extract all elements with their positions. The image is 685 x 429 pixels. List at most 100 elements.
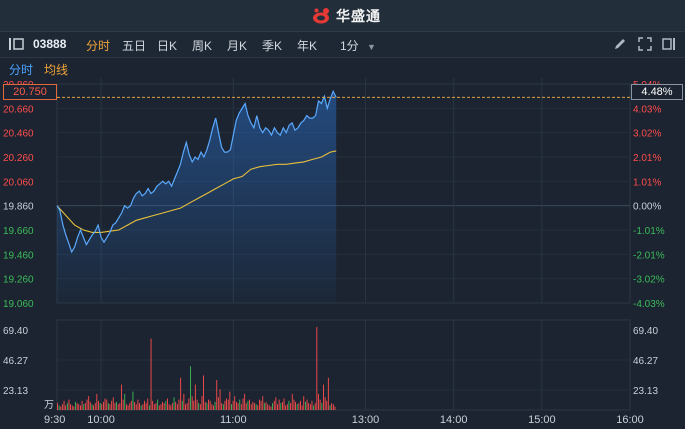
volume-bar — [94, 403, 96, 410]
volume-bar — [99, 403, 101, 410]
volume-bar — [257, 405, 259, 410]
tab-daily-k[interactable]: 日K — [157, 39, 178, 53]
chart-subtabs: 分时 均线 — [0, 58, 685, 78]
fullscreen-icon[interactable] — [638, 37, 652, 51]
pct-tick-label: -3.02% — [633, 275, 665, 286]
volume-bar — [171, 403, 173, 410]
volume-bar — [316, 327, 318, 410]
volume-bar — [288, 400, 290, 410]
volume-bar — [129, 403, 131, 410]
volume-bar — [76, 403, 78, 410]
volume-bar — [286, 404, 288, 410]
volume-bar — [295, 401, 296, 410]
volume-bar — [229, 391, 231, 410]
volume-bar — [313, 405, 315, 410]
volume-bar — [305, 401, 306, 410]
volume-bar — [117, 404, 119, 410]
volume-bar — [268, 405, 270, 410]
price-tick-label: 19.260 — [3, 275, 34, 286]
volume-bar — [332, 404, 334, 410]
volume-bar — [311, 400, 313, 410]
volume-bar — [250, 404, 252, 410]
volume-bar — [152, 400, 154, 410]
tab-minute[interactable]: 分时 — [86, 39, 111, 53]
volume-bar — [201, 396, 203, 410]
volume-bar — [296, 404, 298, 410]
volume-bar — [206, 403, 208, 410]
volume-bar — [245, 403, 247, 410]
volume-bar — [198, 403, 200, 410]
volume-bar — [93, 405, 94, 410]
volume-bar — [308, 403, 310, 410]
volume-bar — [199, 404, 201, 410]
volume-bar — [178, 399, 180, 410]
volume-bar — [277, 404, 278, 410]
volume-bar — [124, 393, 126, 410]
volume-bar — [285, 405, 287, 410]
volume-bar — [109, 404, 111, 410]
tab-monthly-k[interactable]: 月K — [227, 39, 248, 53]
volume-bar — [165, 400, 167, 410]
pct-tick-label: 4.03% — [633, 104, 661, 115]
volume-tick-label: 46.27 — [3, 356, 28, 367]
volume-bar — [270, 406, 272, 410]
volume-bar — [232, 400, 234, 410]
volume-bar — [155, 403, 157, 410]
volume-bar — [140, 405, 142, 410]
average-price-line — [56, 150, 337, 233]
volume-bar — [180, 377, 182, 410]
volume-bar — [318, 393, 319, 410]
volume-bar — [204, 401, 206, 410]
volume-tick-label: 69.40 — [3, 326, 28, 337]
volume-bar — [298, 403, 300, 410]
volume-bar — [70, 404, 71, 410]
volume-bar — [293, 399, 295, 410]
volume-bar — [157, 399, 159, 410]
volume-bar — [227, 399, 229, 410]
price-tick-label: 20.060 — [3, 177, 34, 188]
volume-bar — [209, 400, 211, 410]
tab-quarterly-k[interactable]: 季K — [262, 39, 283, 53]
tab-five-day[interactable]: 五日 — [122, 39, 147, 53]
interval-value: 1分 — [340, 39, 359, 53]
collapse-sidebar-icon[interactable] — [8, 37, 24, 51]
volume-bar — [247, 400, 249, 410]
volume-bar — [208, 399, 209, 410]
volume-bar — [103, 401, 104, 410]
volume-bar — [244, 393, 246, 410]
price-tick-label: 20.660 — [3, 104, 34, 115]
pct-tick-label: 3.02% — [633, 129, 661, 140]
tab-weekly-k[interactable]: 周K — [192, 39, 213, 53]
volume-bar — [149, 405, 150, 410]
volume-bar — [254, 403, 255, 410]
volume-bar — [65, 405, 67, 410]
subtab-minute[interactable]: 分时 — [9, 63, 34, 77]
volume-bar — [57, 403, 58, 410]
volume-bar — [121, 384, 122, 410]
volume-bar — [242, 398, 244, 410]
volume-bar — [291, 393, 293, 410]
volume-bar — [167, 398, 168, 410]
time-tick-label: 14:00 — [440, 414, 468, 426]
price-panel-border — [56, 83, 631, 304]
volume-bar — [150, 338, 152, 410]
price-tick-label: 20.460 — [3, 129, 34, 140]
volume-bar — [306, 399, 308, 410]
volume-bar — [63, 400, 65, 410]
pct-tick-label: 0.00% — [633, 202, 661, 213]
expand-panel-icon[interactable] — [662, 37, 676, 51]
volume-bar — [89, 401, 91, 410]
time-tick-label: 11:00 — [220, 414, 247, 426]
interval-select[interactable]: 1分 ▼ — [340, 37, 376, 54]
volume-bar — [84, 403, 86, 410]
tab-yearly-k[interactable]: 年K — [297, 39, 318, 53]
subtab-average[interactable]: 均线 — [44, 63, 69, 77]
volume-bar — [60, 406, 62, 410]
volume-bar — [326, 400, 328, 410]
volume-bar — [135, 404, 137, 410]
volume-bar — [234, 396, 236, 410]
volume-bar — [183, 393, 185, 410]
draw-pencil-icon[interactable] — [613, 37, 627, 51]
volume-bar — [160, 404, 162, 410]
volume-bar — [96, 393, 98, 410]
